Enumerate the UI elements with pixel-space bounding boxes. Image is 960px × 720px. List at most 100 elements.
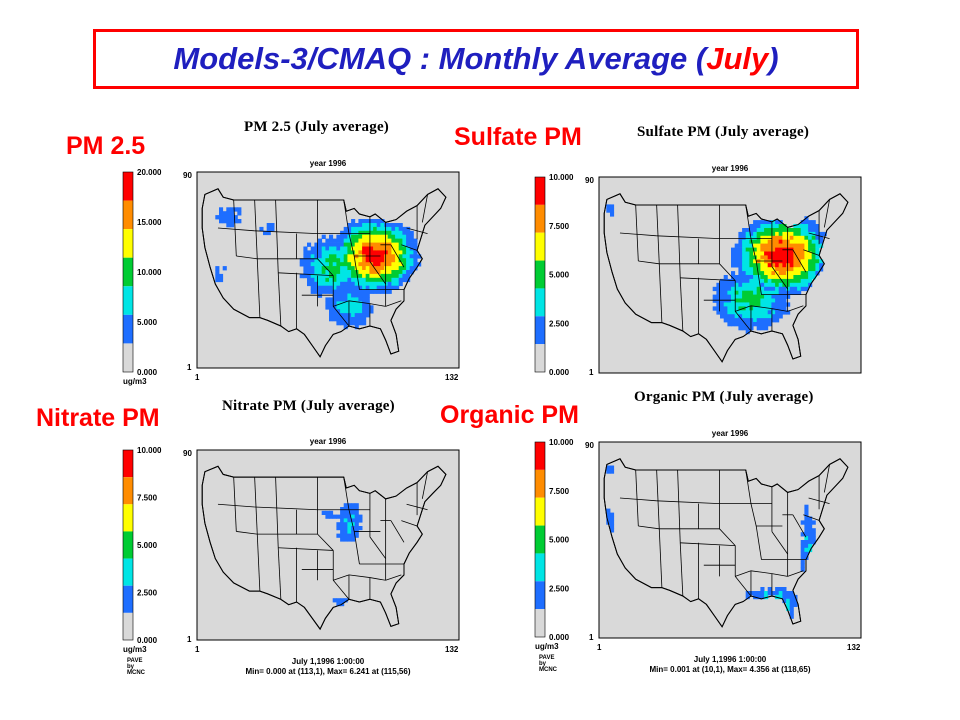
map-panel-pm25: 20.000 15.000 10.000 5.000 0.000 ug/m3 year 19… xyxy=(118,150,498,410)
colorbar-tick-label: 5.000 xyxy=(549,536,570,545)
axis-y-top: 90 xyxy=(585,176,594,185)
slide-title: Models-3/CMAQ : Monthly Average (July) xyxy=(93,29,859,89)
axis-y-bottom: 1 xyxy=(187,635,192,644)
concentration-field xyxy=(606,204,827,335)
state-boundaries xyxy=(217,194,428,329)
colorbar-tick-label: 2.500 xyxy=(549,319,570,328)
state-boundaries xyxy=(619,199,830,334)
colorbar-tick-label: 2.500 xyxy=(549,584,570,593)
colorbar-segment xyxy=(535,609,545,637)
label-organic: Organic PM xyxy=(440,401,579,429)
colorbar-segment xyxy=(123,531,133,559)
axis-y-bottom: 1 xyxy=(187,363,192,372)
colorbar-segment xyxy=(535,344,545,372)
colorbar-tick-label: 10.000 xyxy=(137,446,162,455)
colorbar-tick-label: 20.000 xyxy=(137,168,162,177)
year-label: year 1996 xyxy=(310,437,347,446)
title-suffix: ) xyxy=(768,41,779,76)
axis-x-left: 1 xyxy=(195,373,200,382)
colorbar-segment xyxy=(123,200,133,230)
label-pm25: PM 2.5 xyxy=(66,132,146,160)
colorbar-segment xyxy=(535,525,545,554)
colorbar-segment xyxy=(535,204,545,233)
axis-y-top: 90 xyxy=(585,441,594,450)
colorbar-tick-label: 10.000 xyxy=(137,268,162,277)
colorbar-segment xyxy=(123,558,133,586)
colorbar-tick-label: 7.500 xyxy=(549,222,570,231)
colorbar-segment xyxy=(123,314,133,344)
colorbar-tick-label: 2.500 xyxy=(137,589,158,598)
colorbar-segment xyxy=(123,504,133,532)
colorbar-tick-label: 0.000 xyxy=(137,636,158,645)
colorbar-segment xyxy=(123,450,133,478)
colorbar-segment xyxy=(535,288,545,317)
map-svg-sulfate: 10.000 7.500 5.000 2.500 0.000 year 1996 90 1 xyxy=(534,164,862,377)
colorbar-tick-label: 7.500 xyxy=(549,487,570,496)
concentration-field xyxy=(321,503,363,607)
colorbar: 10.000 7.500 5.000 2.500 0.000 xyxy=(534,173,574,377)
colorbar-tick-label: 5.000 xyxy=(137,318,158,327)
colorbar-tick-label: 10.000 xyxy=(549,173,574,182)
panel-title-nitrate: Nitrate PM (July average) xyxy=(222,398,395,414)
colorbar-tick-label: 5.000 xyxy=(549,271,570,280)
colorbar-tick-label: 5.000 xyxy=(137,541,158,550)
colorbar-tick-label: 7.500 xyxy=(137,494,158,503)
colorbar-units: ug/m3 xyxy=(123,377,147,386)
colorbar-segment xyxy=(123,172,133,201)
state-boundaries xyxy=(217,471,428,602)
map-panel-organic: 10.000 7.500 5.000 2.500 0.000 ug/m3 year 1996… xyxy=(530,420,910,680)
map-panel-sulfate: 10.000 7.500 5.000 2.500 0.000 year 1996 90 1 xyxy=(530,155,910,415)
colorbar-segment xyxy=(123,477,133,505)
pave-logo-text: PAVE xyxy=(127,658,142,664)
colorbar-segment xyxy=(535,232,545,261)
pave-logo-text: PAVE xyxy=(539,655,554,661)
colorbar-tick-label: 10.000 xyxy=(549,438,574,447)
pave-logo-text: by xyxy=(127,664,135,670)
colorbar-segment xyxy=(535,469,545,498)
colorbar-segment xyxy=(535,177,545,205)
minmax-label: Min= 0.000 at (113,1), Max= 6.241 at (11… xyxy=(246,667,411,676)
colorbar-segment xyxy=(535,497,545,526)
year-label: year 1996 xyxy=(712,164,749,173)
colorbar-units: ug/m3 xyxy=(535,642,559,651)
pave-logo-text: MCNC xyxy=(127,670,146,676)
panel-title-organic: Organic PM (July average) xyxy=(634,389,814,405)
year-label: year 1996 xyxy=(712,429,749,438)
axis-x-right: 132 xyxy=(445,373,459,382)
axis-y-bottom: 1 xyxy=(589,633,594,642)
colorbar-segment xyxy=(535,553,545,582)
minmax-label: Min= 0.001 at (10,1), Max= 4.356 at (118… xyxy=(650,665,811,674)
axis-x-left: 1 xyxy=(195,645,200,654)
colorbar-tick-label: 0.000 xyxy=(137,368,158,377)
label-sulfate: Sulfate PM xyxy=(454,123,582,151)
axis-y-top: 90 xyxy=(183,171,192,180)
year-label: year 1996 xyxy=(310,159,347,168)
colorbar-segment xyxy=(535,316,545,345)
title-month: July xyxy=(706,41,769,76)
axis-x-left: 1 xyxy=(597,643,602,652)
date-label: July 1,1996 1:00:00 xyxy=(694,655,767,664)
colorbar-segment xyxy=(535,442,545,470)
colorbar-segment xyxy=(123,229,133,258)
colorbar-segment xyxy=(123,286,133,315)
colorbar-segment xyxy=(123,585,133,613)
label-nitrate: Nitrate PM xyxy=(36,404,160,432)
colorbar-segment xyxy=(123,612,133,640)
date-label: July 1,1996 1:00:00 xyxy=(292,657,365,666)
concentration-field xyxy=(215,207,422,330)
colorbar-segment xyxy=(535,260,545,289)
axis-x-right: 132 xyxy=(445,645,459,654)
axis-y-bottom: 1 xyxy=(589,368,594,377)
colorbar-segment xyxy=(123,257,133,287)
colorbar-segment xyxy=(535,581,545,610)
colorbar-tick-label: 15.000 xyxy=(137,218,162,227)
colorbar-segment xyxy=(123,343,133,372)
state-boundaries xyxy=(619,464,830,599)
panel-title-pm25: PM 2.5 (July average) xyxy=(244,119,389,135)
pave-logo-text: by xyxy=(539,661,547,667)
